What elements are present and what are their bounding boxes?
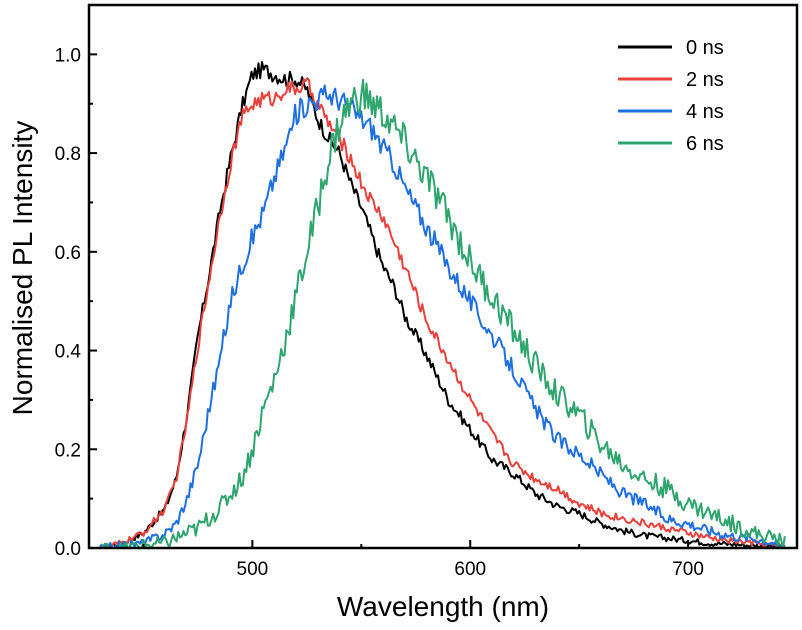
legend-label: 2 ns — [686, 69, 724, 91]
legend-label: 6 ns — [686, 133, 724, 155]
legend-label: 0 ns — [686, 37, 724, 59]
y-tick-label: 0.4 — [55, 342, 82, 363]
y-tick-label: 0.8 — [55, 144, 81, 165]
y-tick-label: 0.6 — [55, 243, 81, 264]
y-tick-label: 1.0 — [55, 45, 81, 66]
series-layer — [99, 61, 786, 549]
x-tick-label: 600 — [454, 559, 486, 580]
y-tick-label: 0.0 — [55, 539, 81, 560]
plot-frame — [87, 3, 799, 550]
x-tick-label: 700 — [672, 559, 704, 580]
legend: 0 ns 2 ns 4 ns 6 ns — [618, 37, 724, 155]
x-axis-title: Wavelength (nm) — [337, 591, 549, 622]
tick-layer: 500 600 700 0.0 0.2 0.4 0.6 0.8 1.0 — [55, 45, 798, 580]
series-line-6-ns — [99, 78, 786, 549]
series-line-4-ns — [99, 84, 786, 549]
series-line-2-ns — [99, 77, 785, 549]
x-tick-label: 500 — [237, 559, 269, 580]
series-line-0-ns — [99, 61, 786, 549]
y-axis-title: Normalised PL Intensity — [7, 121, 38, 416]
y-tick-label: 0.2 — [55, 440, 81, 461]
legend-label: 4 ns — [686, 101, 724, 123]
